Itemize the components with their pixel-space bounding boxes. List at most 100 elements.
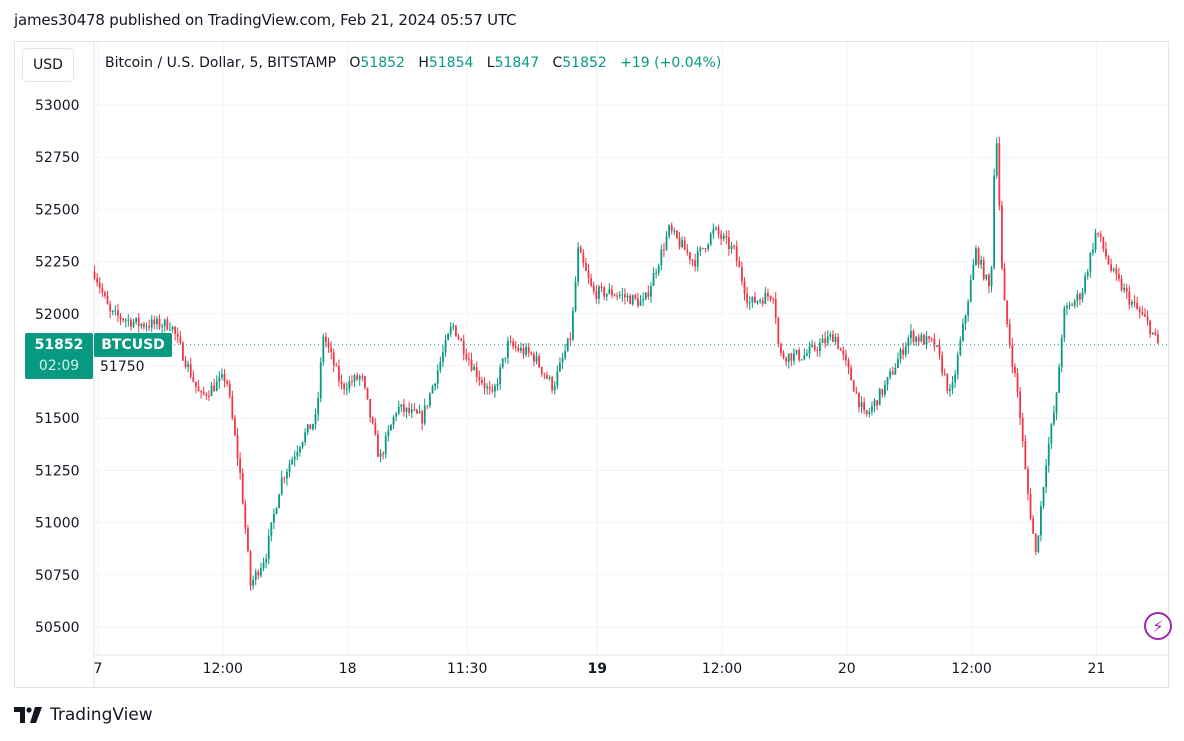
candle-body bbox=[1003, 268, 1006, 301]
candle-body bbox=[1079, 294, 1081, 300]
candle-body bbox=[837, 336, 840, 349]
candle-body bbox=[205, 393, 208, 396]
candle-body bbox=[1136, 302, 1139, 309]
candle-body bbox=[150, 319, 153, 328]
candle-body bbox=[252, 579, 255, 586]
candle-body bbox=[473, 366, 476, 371]
candle-body bbox=[626, 295, 629, 298]
candle-body bbox=[325, 336, 327, 343]
candle-body bbox=[925, 336, 928, 345]
candle-body bbox=[933, 338, 936, 347]
candle-body bbox=[296, 452, 299, 457]
candle-body bbox=[442, 352, 444, 362]
candle-body bbox=[707, 244, 710, 250]
candle-body bbox=[530, 352, 533, 354]
candle-body bbox=[616, 295, 619, 297]
candle-body bbox=[738, 261, 741, 268]
candle-body bbox=[257, 571, 260, 576]
candle-body bbox=[631, 295, 634, 305]
candle-body bbox=[829, 334, 832, 337]
candle-body bbox=[343, 383, 346, 390]
candle-body bbox=[566, 338, 569, 352]
candle-body bbox=[106, 295, 109, 305]
candle-body bbox=[202, 391, 205, 394]
candle-body bbox=[340, 381, 343, 384]
candle-body bbox=[959, 340, 962, 356]
candle-body bbox=[421, 411, 424, 424]
candle-body bbox=[561, 357, 564, 363]
candle-body bbox=[270, 522, 273, 536]
currency-button[interactable]: USD bbox=[22, 48, 74, 82]
candle-body bbox=[647, 292, 650, 297]
candle-body bbox=[234, 417, 236, 436]
candle-body bbox=[314, 414, 317, 425]
candle-body bbox=[1154, 332, 1157, 335]
candle-body bbox=[980, 259, 983, 265]
candle-body bbox=[330, 347, 333, 353]
candle-body bbox=[720, 234, 723, 239]
y-tick-label: 51500 bbox=[35, 411, 80, 427]
candle-body bbox=[293, 456, 296, 460]
candle-body bbox=[553, 385, 556, 391]
candle-body bbox=[660, 249, 663, 266]
lightning-bolt-icon[interactable]: ⚡ bbox=[1144, 612, 1172, 640]
candle-body bbox=[543, 373, 546, 375]
candle-body bbox=[546, 374, 548, 379]
candle-body bbox=[1029, 493, 1032, 519]
candle-body bbox=[101, 288, 104, 293]
candle-body bbox=[491, 389, 494, 392]
candle-body bbox=[1021, 418, 1024, 442]
candle-body bbox=[793, 353, 795, 361]
candle-body bbox=[184, 360, 187, 368]
candle-body bbox=[104, 292, 106, 296]
candle-body bbox=[218, 377, 221, 382]
candle-body bbox=[902, 349, 905, 355]
candle-body bbox=[741, 267, 743, 282]
candle-body bbox=[465, 354, 468, 359]
candle-body bbox=[148, 326, 151, 328]
candle-body bbox=[600, 286, 603, 288]
x-tick-label: 19 bbox=[587, 661, 606, 677]
candle-body bbox=[429, 393, 431, 406]
candle-body bbox=[457, 336, 460, 339]
candle-body bbox=[717, 227, 720, 235]
candle-body bbox=[496, 384, 499, 386]
candle-body bbox=[145, 326, 148, 328]
candle-body bbox=[400, 404, 403, 407]
candle-body bbox=[449, 326, 452, 334]
candle-body bbox=[834, 336, 837, 342]
candle-body bbox=[998, 143, 1001, 206]
close-label: C bbox=[552, 55, 563, 71]
candle-body bbox=[423, 405, 426, 424]
symbol-price-tag: BTCUSD bbox=[94, 333, 172, 357]
candle-body bbox=[179, 336, 182, 343]
candle-body bbox=[780, 344, 782, 354]
candle-body bbox=[478, 376, 481, 381]
candle-body bbox=[850, 367, 853, 381]
candle-body bbox=[816, 349, 819, 352]
candle-body bbox=[782, 353, 785, 358]
candle-body bbox=[764, 292, 767, 304]
candle-body bbox=[1008, 323, 1011, 345]
candle-body bbox=[689, 252, 691, 260]
candle-body bbox=[358, 376, 361, 380]
candle-body bbox=[517, 347, 520, 351]
candle-body bbox=[590, 278, 593, 286]
candle-body bbox=[592, 285, 595, 292]
candle-body bbox=[923, 335, 925, 345]
candle-body bbox=[670, 225, 673, 232]
candle-body bbox=[275, 508, 278, 514]
candle-body bbox=[1097, 232, 1100, 235]
candle-body bbox=[722, 235, 725, 239]
candle-body bbox=[1053, 412, 1055, 425]
tradingview-logo[interactable]: TradingView bbox=[14, 705, 153, 725]
candle-body bbox=[1068, 304, 1071, 307]
candle-body bbox=[351, 381, 353, 383]
candle-body bbox=[462, 340, 465, 355]
candle-body bbox=[657, 265, 660, 273]
y-tick-label: 52000 bbox=[35, 307, 80, 323]
symbol-legend: Bitcoin / U.S. Dollar, 5, BITSTAMP O5185… bbox=[105, 55, 721, 71]
candle-body bbox=[195, 381, 197, 387]
candle-body bbox=[371, 417, 374, 424]
